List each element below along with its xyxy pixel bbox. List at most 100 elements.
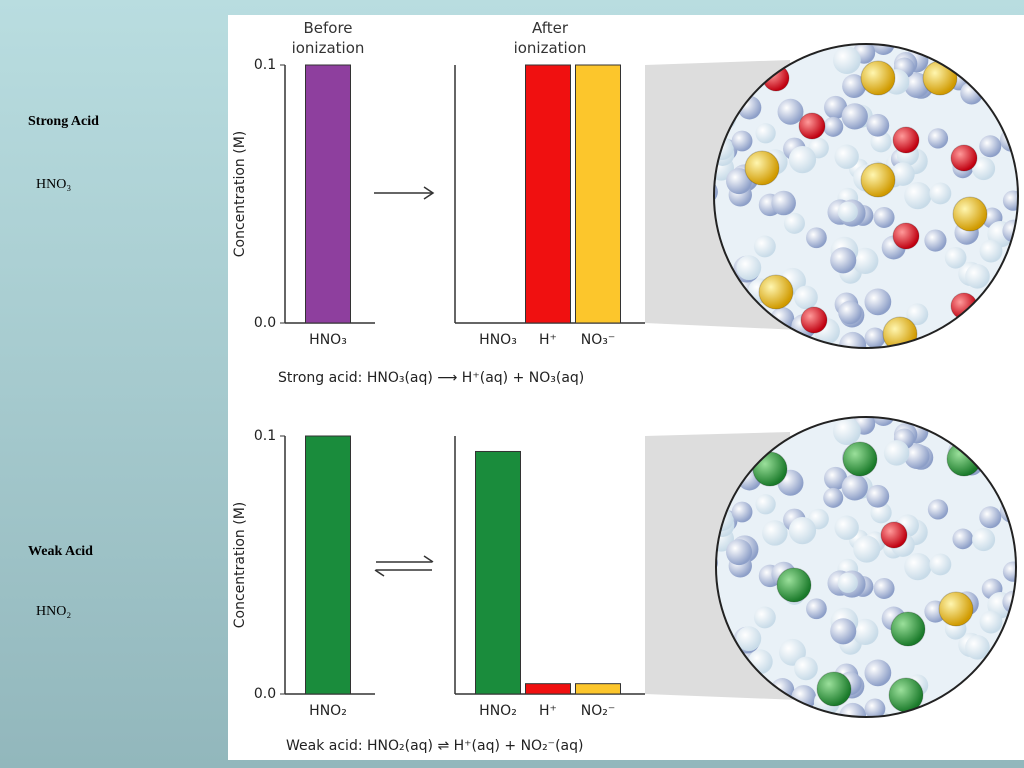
molecule <box>731 501 753 523</box>
molecule <box>972 527 996 552</box>
molecule-border <box>715 416 1017 718</box>
section-heading: Strong Acid <box>28 114 99 129</box>
arrow <box>374 186 435 200</box>
molecule-border <box>713 43 1019 349</box>
molecule <box>944 246 967 269</box>
ion <box>758 274 794 310</box>
molecule <box>736 626 762 652</box>
x-tick-label: H⁺ <box>539 703 557 719</box>
molecule <box>864 327 886 348</box>
section-formula: HNO₃ <box>36 177 71 192</box>
bar <box>575 64 621 324</box>
molecule <box>866 113 890 137</box>
molecule <box>864 288 892 316</box>
x-tick-label: HNO₂ <box>309 703 347 719</box>
section-formula: HNO₂ <box>36 604 71 619</box>
molecule <box>852 247 879 275</box>
ion <box>892 222 920 250</box>
molecule <box>762 520 788 546</box>
molecule <box>788 145 817 174</box>
molecule <box>823 116 844 137</box>
ion <box>816 671 852 707</box>
molecule <box>864 659 892 687</box>
x-tick-label: H⁺ <box>539 332 557 348</box>
ion <box>880 521 908 549</box>
molecule <box>726 168 753 195</box>
molecule <box>904 553 932 581</box>
molecule <box>834 144 859 169</box>
ion <box>938 591 974 627</box>
molecule <box>731 130 753 152</box>
bar <box>525 64 571 324</box>
molecule <box>830 247 857 274</box>
ion <box>952 196 988 232</box>
equilibrium-arrow <box>374 555 434 577</box>
ion <box>892 126 920 154</box>
molecule <box>736 255 762 281</box>
x-tick-label: NO₃⁻ <box>581 332 616 348</box>
molecule <box>929 182 952 205</box>
chart-title: After ionization <box>513 19 587 57</box>
molecule <box>834 515 859 540</box>
ion <box>950 144 978 172</box>
molecule <box>904 443 930 470</box>
molecule <box>1002 190 1018 211</box>
molecule <box>927 499 949 520</box>
x-tick-label: HNO₃ <box>309 332 347 348</box>
ion <box>890 611 926 647</box>
molecule <box>806 598 827 620</box>
molecule <box>904 182 932 210</box>
molecule <box>965 264 990 289</box>
molecule <box>794 285 818 310</box>
molecule <box>753 235 776 258</box>
ion <box>798 112 826 140</box>
bar <box>575 683 621 695</box>
molecule-view <box>716 417 1016 717</box>
molecule <box>972 156 996 181</box>
molecule <box>755 123 776 144</box>
molecule <box>866 484 890 508</box>
molecule <box>929 553 952 576</box>
molecule <box>839 331 867 348</box>
section-heading: Weak Acid <box>28 544 93 559</box>
x-tick-label: NO₂⁻ <box>581 703 616 719</box>
molecule <box>864 698 886 717</box>
y-tick-label: 0.1 <box>254 428 276 444</box>
molecule <box>777 98 804 125</box>
ion <box>860 60 896 96</box>
molecule <box>872 417 895 427</box>
ion <box>776 567 812 603</box>
molecule <box>841 103 868 130</box>
molecule <box>788 516 817 545</box>
molecule <box>837 201 858 222</box>
molecule <box>872 44 895 56</box>
molecule <box>979 506 1002 529</box>
x-tick-label: HNO₂ <box>479 703 517 719</box>
molecule <box>853 535 881 563</box>
y-tick-label: 0.0 <box>254 686 276 702</box>
x-tick-label: HNO₃ <box>479 332 517 348</box>
molecule <box>838 300 862 325</box>
molecule <box>952 528 974 550</box>
molecule <box>830 618 857 645</box>
molecule <box>979 239 1003 263</box>
molecule <box>832 46 861 75</box>
molecule <box>906 303 929 326</box>
molecule <box>965 635 990 660</box>
molecule <box>832 417 861 446</box>
molecule <box>979 610 1003 634</box>
molecule <box>824 466 848 490</box>
bar <box>475 450 521 695</box>
molecule <box>873 577 895 599</box>
molecule <box>824 95 848 119</box>
molecule <box>927 128 949 149</box>
molecule <box>1002 561 1016 582</box>
molecule <box>794 656 818 681</box>
y-tick-label: 0.1 <box>254 57 276 73</box>
equation: Strong acid: HNO₃(aq) ⟶ H⁺(aq) + NO₃(aq) <box>278 370 584 386</box>
molecule <box>852 618 879 646</box>
molecule <box>753 606 776 629</box>
molecule <box>873 206 895 228</box>
